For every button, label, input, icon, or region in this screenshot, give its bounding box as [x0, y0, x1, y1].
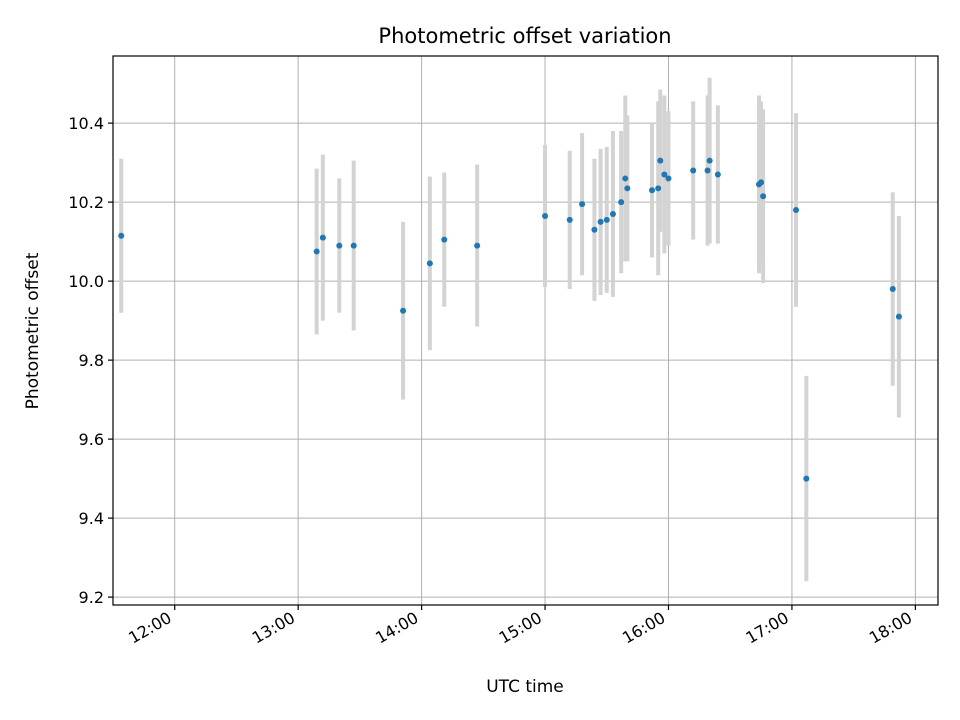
plot-frame — [112, 55, 939, 606]
y-tick-label: 10.0 — [68, 272, 104, 291]
data-point — [622, 175, 629, 182]
data-point — [661, 171, 668, 178]
chart-title: Photometric offset variation — [378, 24, 671, 48]
data-point — [889, 286, 896, 293]
data-point — [649, 187, 656, 194]
data-point — [597, 218, 604, 225]
y-axis-title: Photometric offset — [23, 252, 43, 409]
data-point — [758, 179, 765, 186]
data-point — [441, 236, 448, 243]
data-point — [319, 234, 326, 241]
data-point — [706, 157, 713, 164]
data-point — [566, 216, 573, 223]
data-point — [657, 157, 664, 164]
data-point — [542, 212, 549, 219]
y-tick-label: 10.4 — [68, 114, 104, 133]
y-tick-label: 9.4 — [79, 509, 104, 528]
data-point — [579, 201, 586, 208]
data-point — [618, 199, 625, 206]
data-point — [704, 167, 711, 174]
data-point — [665, 175, 672, 182]
data-point — [350, 242, 357, 249]
data-points — [118, 157, 902, 482]
data-point — [714, 171, 721, 178]
data-point — [793, 207, 800, 214]
data-point — [690, 167, 697, 174]
data-point — [760, 193, 767, 200]
data-point — [624, 185, 631, 192]
data-point — [803, 475, 810, 482]
y-tick-label: 10.2 — [68, 193, 104, 212]
data-point — [609, 210, 616, 217]
data-point — [655, 185, 662, 192]
x-axis-title: UTC time — [486, 677, 564, 697]
y-tick-label: 9.8 — [79, 351, 104, 370]
data-point — [474, 242, 481, 249]
y-tick-label: 9.2 — [79, 588, 104, 607]
data-point — [895, 313, 902, 320]
grid — [113, 56, 938, 605]
data-point — [400, 307, 407, 314]
y-tick-label: 9.6 — [79, 430, 104, 449]
data-point — [426, 260, 433, 267]
data-point — [336, 242, 343, 249]
data-point — [603, 216, 610, 223]
data-point — [591, 226, 598, 233]
data-point — [118, 232, 125, 239]
data-point — [313, 248, 320, 255]
